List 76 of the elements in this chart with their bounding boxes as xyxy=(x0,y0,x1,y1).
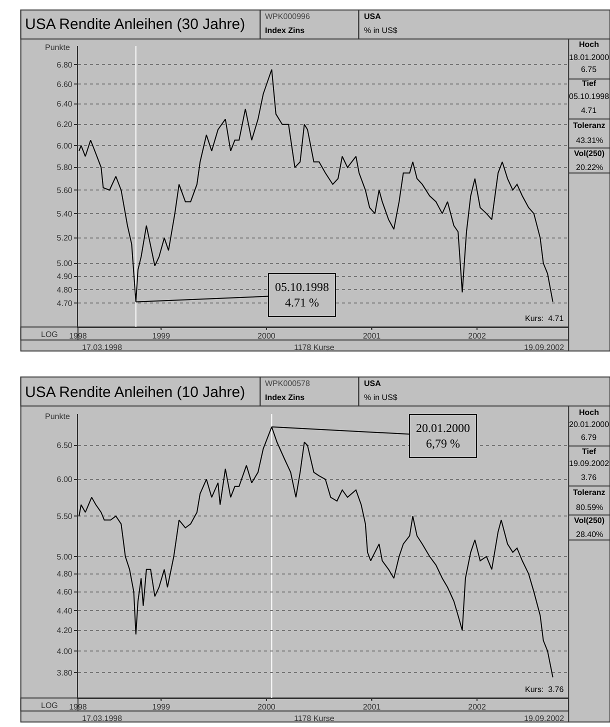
text: 19.09.2002 xyxy=(569,459,610,468)
y-tick-label: 5.00 xyxy=(56,259,73,268)
y-tick-label: 5.50 xyxy=(56,512,73,521)
y-axis-title: Punkte xyxy=(45,412,70,421)
y-tick-label: 4.80 xyxy=(56,285,73,294)
text: % in US$ xyxy=(364,26,398,35)
y-tick-label: 5.60 xyxy=(56,186,73,195)
line-series xyxy=(78,426,554,678)
y-tick-label: 6.00 xyxy=(56,141,73,150)
y-tick-label: 6.40 xyxy=(56,100,73,109)
x-tick-label: 1999 xyxy=(152,332,171,341)
y-tick-label: 4.60 xyxy=(56,588,73,597)
text: Index Zins xyxy=(265,26,306,35)
text: LOG xyxy=(41,330,58,339)
text: % in US$ xyxy=(364,393,398,402)
chart-title: USA Rendite Anleihen (30 Jahre) xyxy=(25,16,246,33)
text: Toleranz xyxy=(573,488,606,497)
text: 17.03.1998 xyxy=(82,714,123,723)
text: Tief xyxy=(582,79,596,88)
text: 05.10.1998 xyxy=(569,92,610,101)
text: USA xyxy=(364,12,382,21)
annotation: Kurs: 4.71 xyxy=(525,314,564,323)
text: 18.01.2000 xyxy=(569,53,610,62)
text: 43.31% xyxy=(576,136,604,145)
text: Hoch xyxy=(579,408,600,417)
text: WPK000996 xyxy=(265,12,310,21)
y-tick-label: 4.40 xyxy=(56,606,73,616)
y-tick-label: 6.50 xyxy=(56,441,73,450)
y-tick-label: 4.00 xyxy=(56,646,73,656)
x-tick-label: 2001 xyxy=(362,332,382,341)
y-tick-label: 4.80 xyxy=(56,570,73,579)
y-tick-label: 3.80 xyxy=(56,668,73,678)
text: Toleranz xyxy=(573,121,606,130)
y-tick-label: 6.20 xyxy=(56,120,73,130)
x-tick-label: 2000 xyxy=(258,702,276,712)
x-tick-label: 2000 xyxy=(258,332,276,341)
y-tick-label: 4.20 xyxy=(56,626,73,636)
y-tick-label: 6.00 xyxy=(56,475,73,484)
y-tick-label: 5.00 xyxy=(56,552,73,562)
x-tick-label: 1999 xyxy=(152,702,171,712)
text: 6.75 xyxy=(581,65,598,74)
text: 20.22% xyxy=(576,163,604,172)
x-tick-label: 2002 xyxy=(468,332,486,341)
text: 80.59% xyxy=(576,503,604,512)
x-tick-label: 2002 xyxy=(468,702,486,712)
text: WPK000578 xyxy=(265,379,310,388)
text: 19.09.2002 xyxy=(524,714,565,723)
text: 3.76 xyxy=(581,473,598,482)
y-tick-label: 5.40 xyxy=(56,209,73,218)
text: 20.01.2000 xyxy=(569,420,610,429)
y-tick-label: 6.80 xyxy=(56,60,73,70)
annotation: Kurs: 3.76 xyxy=(525,685,564,694)
text: Tief xyxy=(582,447,596,456)
text: USA xyxy=(364,379,382,388)
text: Vol(250) xyxy=(574,516,605,525)
text: Index Zins xyxy=(265,393,306,402)
text: Vol(250) xyxy=(574,149,605,158)
annotation: 20.01.2000 6,79 % xyxy=(416,421,470,451)
annotation: 05.10.1998 4.71 % xyxy=(275,280,329,310)
text: 6.79 xyxy=(581,433,598,442)
text: 19.09.2002 xyxy=(524,343,565,352)
chart-title: USA Rendite Anleihen (10 Jahre) xyxy=(25,384,246,401)
y-tick-label: 5.80 xyxy=(56,163,73,172)
text: 1178 Kurse xyxy=(294,343,335,352)
y-tick-label: 5.20 xyxy=(56,234,73,243)
text: 17.03.1998 xyxy=(82,343,123,352)
text: 1178 Kurse xyxy=(294,714,335,723)
text: 28.40% xyxy=(576,530,604,539)
x-tick-label: 2001 xyxy=(362,702,382,712)
y-tick-label: 4.90 xyxy=(56,272,73,282)
y-axis-title: Punkte xyxy=(45,43,70,52)
y-tick-label: 6.60 xyxy=(56,80,73,89)
text: LOG xyxy=(41,701,58,710)
text: Hoch xyxy=(579,40,600,49)
text: 4.71 xyxy=(581,106,598,115)
y-tick-label: 4.70 xyxy=(56,299,73,308)
